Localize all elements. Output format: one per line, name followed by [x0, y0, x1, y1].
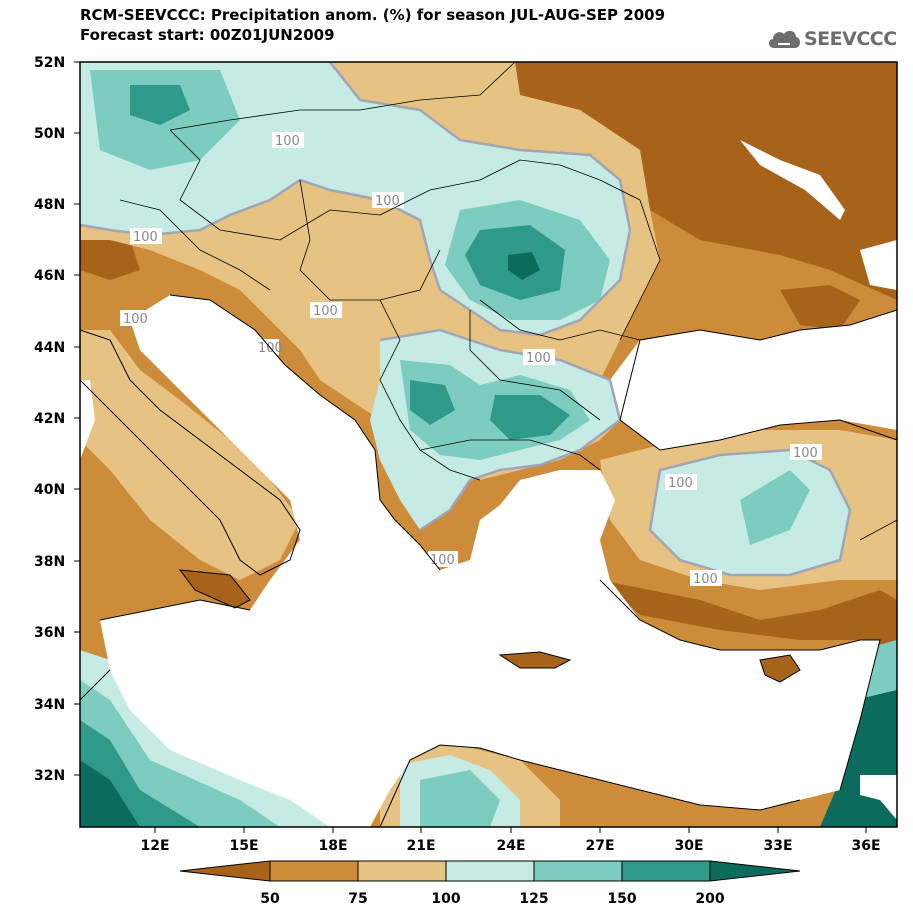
field-150-200-serbia — [410, 380, 455, 425]
colorbar-label: 50 — [260, 891, 280, 907]
logo-text: SEEVCCC — [804, 28, 897, 50]
colorbar-label: 75 — [348, 891, 367, 907]
lon-label: 27E — [585, 838, 614, 854]
crete-island — [500, 652, 570, 668]
lat-label: 36N — [34, 625, 65, 641]
lat-label: 42N — [34, 411, 65, 427]
anomaly-field — [80, 62, 897, 827]
lat-label: 48N — [34, 197, 65, 213]
map-title: RCM-SEEVCCC: Precipitation anom. (%) for… — [80, 6, 665, 24]
country-borders — [119, 61, 898, 541]
field-150-200-germany — [130, 85, 190, 125]
colorbar-label: 100 — [431, 891, 460, 907]
coastlines — [79, 294, 898, 828]
lat-label: 44N — [34, 340, 65, 356]
field-above-200-algeria — [80, 760, 140, 827]
colorbar-label: 150 — [607, 891, 636, 907]
lat-label: 34N — [34, 697, 65, 713]
contour-label: 100 — [123, 312, 148, 327]
colorbar-swatch-above-200 — [709, 860, 801, 882]
field-125-150-libya — [420, 770, 500, 827]
field-below-50-anatolia — [600, 580, 897, 650]
lon-label: 12E — [140, 838, 169, 854]
field-above-200-romania — [508, 252, 540, 280]
colorbar-swatch-50-75 — [269, 860, 359, 882]
contour-label: 100 — [430, 553, 455, 568]
contour-label: 100 — [133, 230, 158, 245]
colorbar-label: 200 — [695, 891, 724, 907]
contour-label: 100 — [375, 194, 400, 209]
colorbar-label: 125 — [519, 891, 548, 907]
lat-label: 32N — [34, 768, 65, 784]
cloud-logo-icon — [768, 30, 800, 48]
forecast-start-subtitle: Forecast start: 00Z01JUN2009 — [80, 26, 335, 44]
colorbar-swatch-below-50 — [179, 860, 271, 882]
black-sea-mask — [610, 310, 897, 450]
contour-label: 100 — [693, 572, 718, 587]
lat-label: 46N — [34, 268, 65, 284]
contour-label: 100 — [668, 476, 693, 491]
field-125-150-anatolia — [740, 470, 810, 545]
field-below-50-ukraine — [515, 62, 897, 300]
latitude-axis: 52N 50N 48N 46N 44N 42N 40N 38N 36N 34N … — [34, 55, 80, 784]
map-frame — [79, 61, 898, 828]
lat-label: 52N — [34, 55, 65, 71]
contour-label: 100 — [793, 446, 818, 461]
sicily-island — [180, 570, 250, 608]
mediterranean-sea-mask — [100, 295, 880, 827]
colorbar-swatch-125-150 — [533, 860, 623, 882]
colorbar-swatch-150-200 — [621, 860, 711, 882]
tyrrhenian-sea-mask — [80, 380, 95, 460]
contour-label: 100 — [275, 134, 300, 149]
lon-label: 24E — [496, 838, 525, 854]
contour-label: 100 — [526, 351, 551, 366]
sinai-mask — [860, 775, 897, 820]
contour-label: 100 — [313, 304, 338, 319]
colorbar-swatch-100-125 — [445, 860, 535, 882]
colorbar-swatch-75-100 — [357, 860, 447, 882]
lat-label: 38N — [34, 554, 65, 570]
lon-label: 15E — [229, 838, 258, 854]
lon-label: 30E — [674, 838, 703, 854]
lon-label: 18E — [318, 838, 347, 854]
field-below-50-crimea — [780, 285, 860, 330]
lat-label: 40N — [34, 482, 65, 498]
lon-label: 36E — [851, 838, 880, 854]
colorbar-legend: 50 75 100 125 150 200 — [179, 860, 801, 907]
dnieper-reservoir-mask — [740, 140, 845, 220]
lat-label: 50N — [34, 126, 65, 142]
seevccc-logo: SEEVCCC — [766, 24, 906, 54]
longitude-axis: 12E 15E 18E 21E 24E 27E 30E 33E 36E — [140, 827, 881, 854]
lon-label: 33E — [763, 838, 792, 854]
field-75-100-italy — [80, 330, 300, 580]
azov-sea-mask — [860, 240, 897, 290]
lon-label: 21E — [406, 838, 435, 854]
field-150-200-bulgaria — [490, 395, 570, 440]
cyprus-island — [760, 655, 800, 682]
